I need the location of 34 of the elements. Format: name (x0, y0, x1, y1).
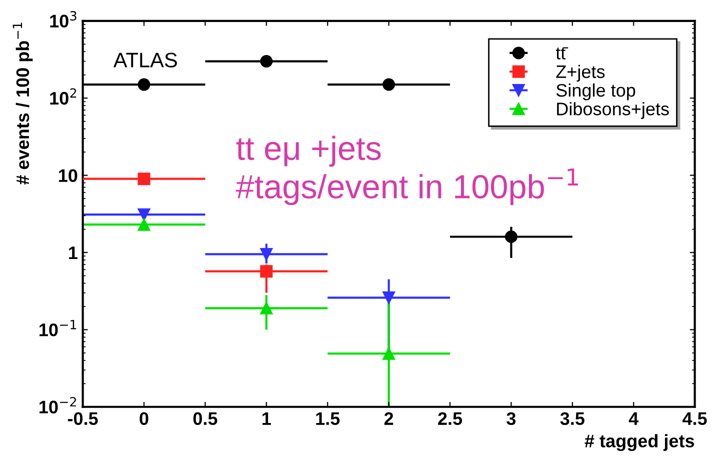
x-tick-label: 0 (140, 412, 148, 425)
x-tick-label: 3 (506, 412, 516, 426)
x-tick-label: 1.5 (316, 412, 340, 425)
point (382, 347, 396, 360)
legend-label: tt̄ (556, 47, 568, 60)
annotation: ATLAS (113, 52, 177, 68)
x-tick-label: -0.5 (68, 412, 98, 425)
point (260, 302, 273, 314)
x-tick-label: 2.5 (438, 412, 462, 425)
annotation: tt eμ +jets (236, 136, 381, 167)
y-tick-label: 1 (69, 246, 78, 260)
x-tick-label: 0.5 (193, 412, 218, 425)
y-tick-label: 10$^{−2}$ (40, 396, 76, 414)
x-tick-label: 4.5 (682, 412, 707, 425)
point (504, 230, 518, 243)
legend-label: Dibosons+jets (557, 102, 669, 119)
point (260, 55, 273, 68)
x-tick-label: 2 (384, 412, 394, 425)
point (382, 78, 396, 91)
point (260, 265, 273, 278)
x-axis-title: # tagged jets (584, 434, 694, 452)
point (260, 248, 273, 260)
annotation: #tags/event in 100pb$^{−1}$ (236, 168, 578, 206)
x-tick-label: 4 (628, 412, 639, 425)
y-tick-label: 10$^{2}$ (50, 88, 76, 105)
point (382, 291, 396, 304)
y-tick-label: 10$^{3}$ (50, 11, 76, 28)
x-tick-label: 3.5 (560, 412, 584, 426)
y-axis-title: # events / 100 pb$^{−1}$ (12, 22, 33, 185)
legend-label: Z+jets (556, 64, 605, 82)
legend-label: Single top (556, 83, 636, 100)
x-tick-label: 1 (262, 412, 271, 425)
y-tick-label: 10 (58, 169, 78, 182)
y-tick-label: 10$^{−1}$ (40, 320, 76, 336)
